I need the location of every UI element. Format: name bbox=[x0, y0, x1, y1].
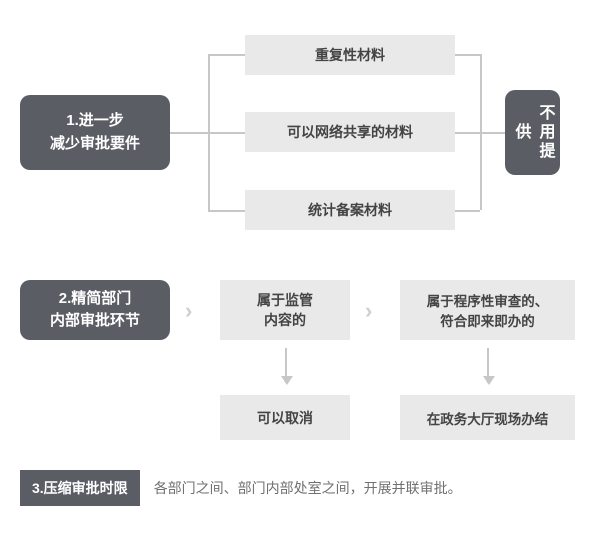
arrow-down-icon bbox=[285, 348, 287, 383]
connector-line bbox=[480, 132, 505, 134]
sec1-mid-box-3: 统计备案材料 bbox=[245, 190, 455, 230]
arrow-down-icon bbox=[487, 348, 489, 383]
sec1-right-box: 不用提供 bbox=[505, 90, 560, 175]
sec3-tag: 3.压缩审批时限 bbox=[20, 470, 140, 506]
connector-line bbox=[208, 210, 245, 212]
chevron-right-icon: › bbox=[365, 298, 372, 324]
connector-line bbox=[455, 132, 480, 134]
sec2-mid-top-box: 属于监管内容的 bbox=[220, 280, 350, 340]
connector-line bbox=[208, 54, 245, 56]
sec1-mid-box-1: 重复性材料 bbox=[245, 35, 455, 75]
sec2-right-bottom-box: 在政务大厅现场办结 bbox=[400, 395, 575, 440]
sec3-text: 各部门之间、部门内部处室之间，开展并联审批。 bbox=[154, 478, 462, 498]
chevron-right-icon: › bbox=[185, 298, 192, 324]
section-3: 3.压缩审批时限 各部门之间、部门内部处室之间，开展并联审批。 bbox=[20, 470, 580, 506]
sec1-left-box: 1.进一步减少审批要件 bbox=[20, 95, 170, 170]
connector-line bbox=[455, 210, 480, 212]
sec2-right-top-box: 属于程序性审查的、符合即来即办的 bbox=[400, 280, 575, 340]
section-2: 2.精简部门内部审批环节 › 属于监管内容的 › 属于程序性审查的、符合即来即办… bbox=[20, 280, 580, 450]
connector-line bbox=[455, 54, 480, 56]
connector-line bbox=[170, 132, 208, 134]
sec2-mid-bottom-box: 可以取消 bbox=[220, 395, 350, 440]
connector-line bbox=[208, 132, 245, 134]
section-1: 1.进一步减少审批要件 重复性材料 可以网络共享的材料 统计备案材料 不用提供 bbox=[20, 30, 580, 240]
sec1-mid-box-2: 可以网络共享的材料 bbox=[245, 112, 455, 152]
sec2-left-box: 2.精简部门内部审批环节 bbox=[20, 280, 170, 340]
